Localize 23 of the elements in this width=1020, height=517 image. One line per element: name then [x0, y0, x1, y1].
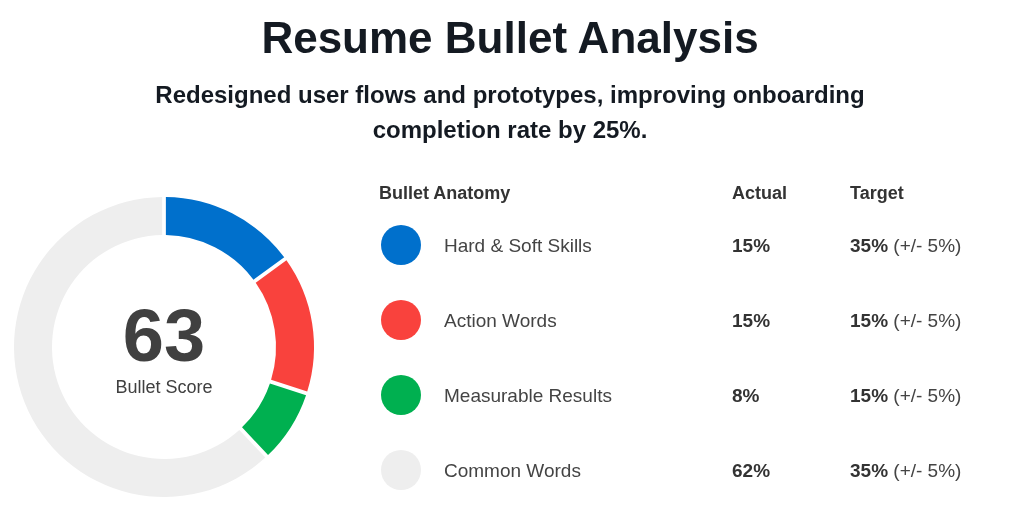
donut-slice — [255, 260, 314, 392]
legend-label: Common Words — [444, 459, 581, 481]
text: Actual — [732, 183, 788, 203]
text: 15% (+/- 5%) — [850, 309, 962, 331]
legend-label: Hard & Soft Skills — [444, 234, 592, 256]
legend-label: Measurable Results — [444, 384, 612, 406]
text: 35% (+/- 5%) — [850, 234, 962, 256]
data-label: 15% — [732, 234, 771, 256]
text: 63 — [122, 294, 206, 377]
data-label: 15% — [732, 309, 771, 331]
legend-title: Bullet Anatomy — [379, 183, 511, 203]
text: Target — [850, 183, 904, 203]
donut-slice — [242, 383, 307, 456]
chart-subtitle: Redesigned user flows and prototypes, improving onboarding completion rate by 25%. — [155, 81, 865, 143]
text: 15% (+/- 5%) — [850, 384, 962, 406]
donut-slice — [165, 197, 285, 280]
text: 35% (+/- 5%) — [850, 459, 962, 481]
donut-slice — [14, 197, 266, 497]
data-label: 62% — [732, 459, 771, 481]
legend-label: Action Words — [444, 309, 557, 331]
chart-title: Resume Bullet Analysis — [261, 13, 759, 62]
text: Bullet Score — [115, 377, 213, 397]
data-label: 8% — [732, 384, 760, 406]
